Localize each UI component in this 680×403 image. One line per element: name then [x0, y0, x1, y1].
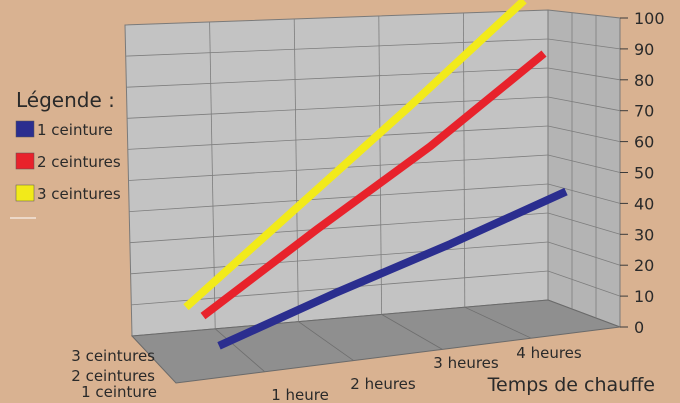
grid-line	[298, 321, 354, 361]
grid-line	[130, 241, 549, 275]
y-tick-label: 50	[634, 164, 654, 183]
grid-line	[293, 18, 299, 322]
grid-line	[214, 328, 266, 373]
x-axis-title: Temps de chauffe	[487, 374, 655, 396]
legend-label: 2 ceintures	[37, 153, 121, 171]
series-line-2	[200, 50, 547, 320]
grid-line	[547, 154, 621, 173]
grid-line	[547, 270, 621, 297]
grid-line	[547, 67, 621, 81]
grid-line	[129, 183, 549, 212]
grid-line	[462, 12, 466, 308]
grid-line	[547, 212, 621, 235]
grid-line	[547, 241, 621, 266]
legend-swatch	[15, 152, 35, 170]
grid-line	[378, 15, 382, 315]
grid-line	[464, 306, 532, 339]
legend-title: Légende :	[16, 88, 115, 112]
series-line-1	[217, 187, 568, 350]
y-tick-label: 80	[634, 71, 654, 90]
x-tick-label: 3 heures	[433, 354, 499, 372]
y-tick-label: 20	[634, 256, 654, 275]
y-tick-label: 100	[634, 9, 665, 28]
grid-line	[381, 314, 443, 350]
x-tick-label: 1 heure	[271, 386, 329, 403]
legend-label: 1 ceinture	[37, 121, 113, 139]
y-tick-label: 40	[634, 194, 654, 213]
grid-line	[547, 125, 621, 142]
y-tick-label: 0	[634, 318, 644, 337]
legend-swatch	[15, 120, 35, 138]
legend-label: 3 ceintures	[37, 185, 121, 203]
y-tick-label: 10	[634, 287, 654, 306]
y-tick-label: 30	[634, 225, 654, 244]
x-tick-label: 2 heures	[350, 375, 416, 393]
depth-tick-label: 2 ceintures	[71, 367, 155, 385]
right-wall	[547, 9, 621, 328]
y-tick-label: 90	[634, 40, 654, 59]
legend: Légende : 1 ceinture 2 ceintures 3 ceintur…	[10, 88, 121, 219]
y-tick-label: 70	[634, 102, 654, 121]
x-tick-label: 4 heures	[516, 344, 582, 362]
grid-line	[547, 96, 621, 112]
y-tick-label: 60	[634, 133, 654, 152]
series-layer	[183, 0, 568, 350]
legend-swatch	[15, 184, 35, 202]
depth-tick-label: 3 ceintures	[71, 347, 155, 365]
grid-line	[127, 125, 549, 150]
x-axis-ticks: 1 heure 2 heures 3 heures 4 heures	[271, 344, 582, 403]
depth-tick-label: 1 ceinture	[81, 383, 157, 401]
grid-line	[547, 38, 621, 50]
grid-line	[126, 67, 549, 88]
grid-line	[129, 212, 549, 244]
grid-line	[547, 183, 621, 204]
y-axis-ticks: 0 10 20 30 40 50 60 70 80 90 100	[620, 9, 665, 337]
grid-line	[127, 96, 549, 119]
series-line-3	[183, 0, 527, 311]
